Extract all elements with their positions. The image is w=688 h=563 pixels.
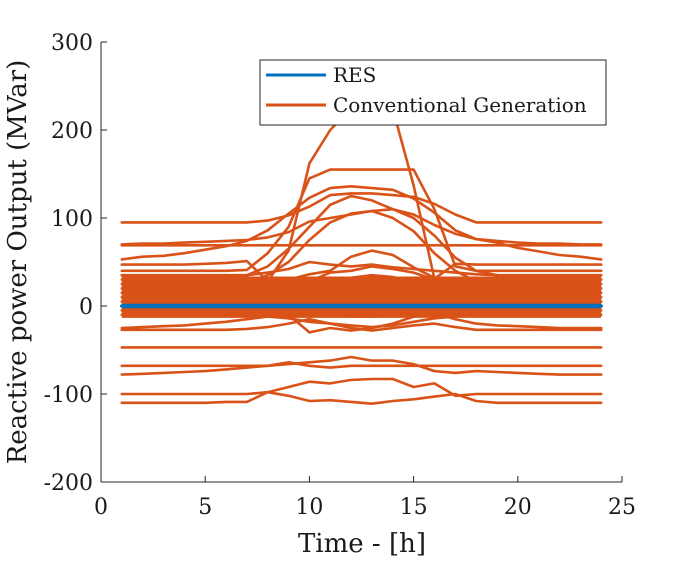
x-tick-label: 20 — [504, 495, 532, 520]
legend-box — [259, 59, 607, 126]
x-tick-label: 25 — [608, 495, 636, 520]
legend-label: RES — [333, 63, 376, 87]
x-axis-title: Time - [h] — [298, 529, 426, 559]
legend: RES Conventional Generation — [259, 59, 607, 126]
axes-layer: 0 5 10 15 20 25 -200 -100 0 100 200 300 — [44, 31, 636, 520]
y-tick-label: -100 — [44, 383, 93, 408]
y-tick-label: 100 — [51, 207, 93, 232]
x-tick-label: 15 — [400, 495, 428, 520]
conventional-generation-series-line — [120, 168, 603, 273]
conventional-generation-series-line — [120, 260, 603, 277]
conventional-generation-series-line — [120, 317, 603, 332]
legend-label: Conventional Generation — [333, 93, 587, 117]
x-tick-label: 5 — [198, 495, 212, 520]
conventional-generation-series-line — [120, 377, 603, 398]
series-layer — [120, 97, 603, 406]
y-tick-label: 0 — [79, 295, 93, 320]
conventional-generation-series-line — [120, 390, 603, 406]
conventional-generation-series-line — [120, 185, 603, 261]
conventional-generation-series-line — [120, 355, 603, 376]
y-tick-label: 300 — [51, 31, 93, 56]
x-tick-label: 0 — [94, 495, 108, 520]
conventional-generation-series-line — [120, 360, 603, 369]
y-axis-title: Reactive power Output (MVar) — [3, 60, 33, 465]
x-tick-label: 10 — [295, 495, 323, 520]
y-tick-label: -200 — [44, 471, 93, 496]
conventional-generation-series-line — [120, 192, 603, 224]
y-tick-label: 200 — [51, 119, 93, 144]
